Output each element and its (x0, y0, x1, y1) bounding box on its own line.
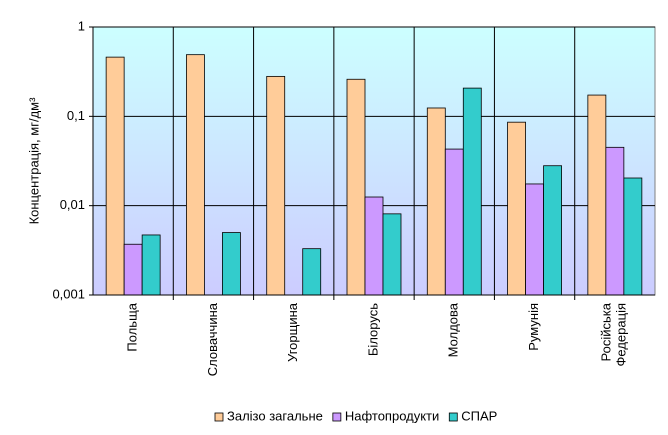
y-tick-label: 1 (78, 18, 85, 33)
x-tick-label: Румунія (526, 303, 541, 351)
bar (587, 94, 607, 296)
legend-label: Нафтопродукти (345, 408, 439, 423)
legend-swatch (332, 412, 342, 422)
x-tick-label: Словаччина (205, 302, 220, 376)
x-tick-label: Молдова (446, 302, 461, 357)
bar (364, 196, 384, 296)
bar (222, 232, 241, 296)
bar (266, 75, 286, 296)
legend-label: Залізо загальне (227, 408, 323, 423)
x-tick-label: Польща (125, 302, 140, 351)
y-axis-label: Концентрація, мг/дм³ (26, 97, 41, 225)
x-tick-label: Угорщина (285, 302, 300, 362)
x-tick-label: Білорусь (365, 303, 380, 356)
bar (444, 148, 464, 296)
legend-swatch (448, 412, 458, 422)
bar (141, 234, 161, 296)
bar (105, 56, 125, 296)
bar (302, 248, 322, 296)
bar (426, 107, 446, 296)
bar (346, 78, 366, 296)
legend-label: СПАР (461, 408, 497, 423)
bar (462, 87, 482, 296)
y-tick-label: 0,01 (60, 197, 85, 212)
bar (382, 213, 402, 296)
bar (543, 165, 562, 296)
bar (507, 121, 526, 296)
bar (623, 177, 643, 296)
y-tick-label: 0,1 (67, 108, 85, 123)
legend-swatch (214, 412, 224, 422)
bar (525, 183, 544, 296)
bar (186, 54, 205, 296)
x-tick-label: РосійськаФедерація (599, 302, 629, 366)
y-tick-label: 0,001 (52, 286, 85, 301)
bar (605, 146, 625, 296)
bar (123, 243, 143, 296)
